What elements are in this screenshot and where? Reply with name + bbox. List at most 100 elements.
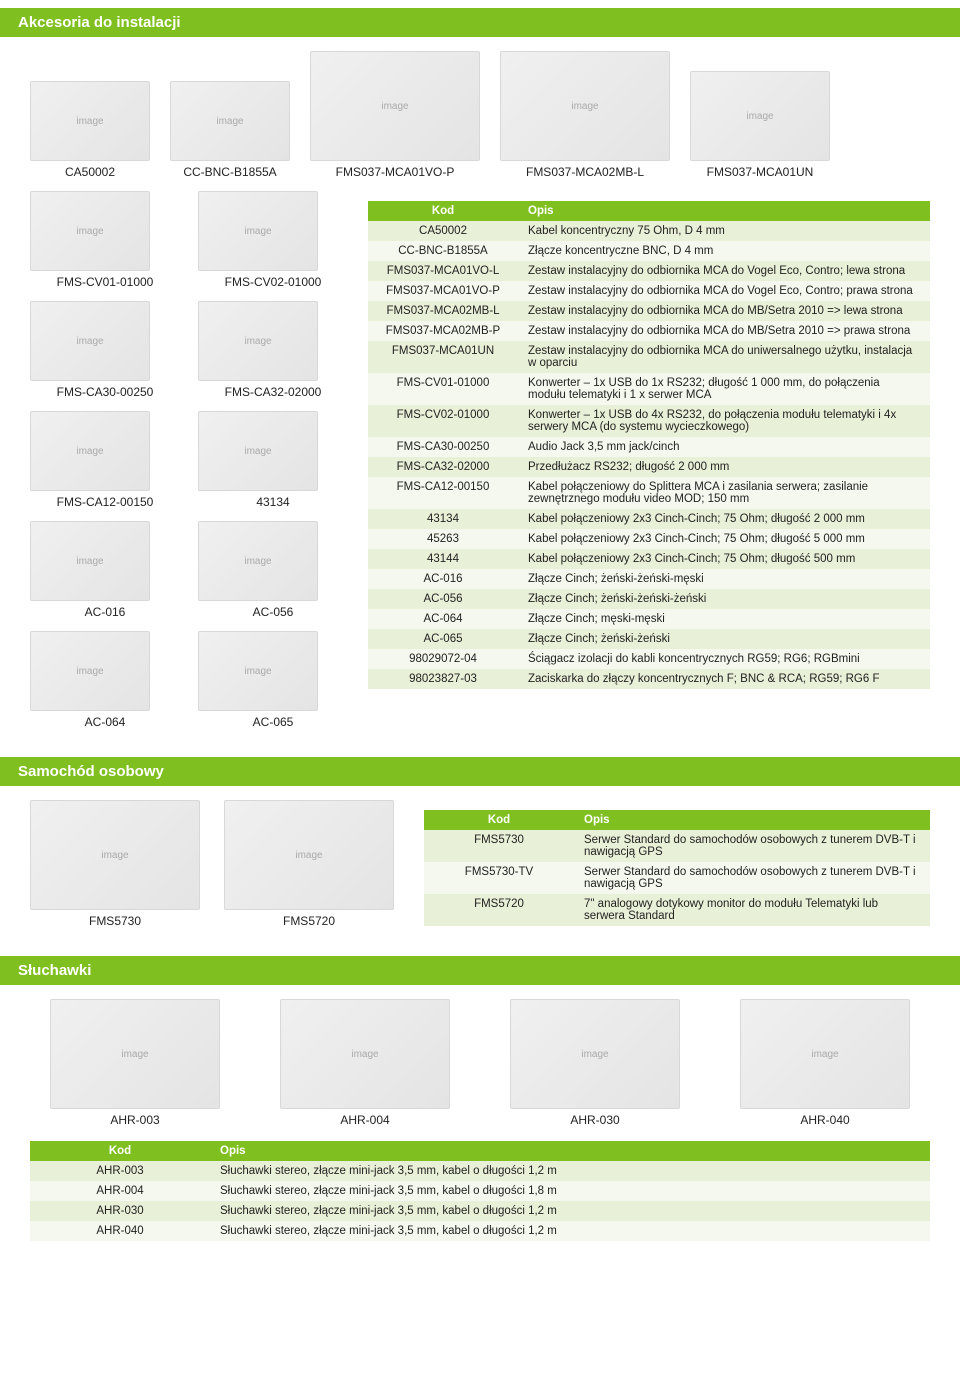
product-cell: image FMS-CA32-02000: [198, 301, 348, 399]
table-cell-code: FMS5720: [424, 894, 574, 926]
section-title-headphones: Słuchawki: [0, 956, 960, 985]
table-cell-desc: Złącze koncentryczne BNC, D 4 mm: [518, 241, 930, 261]
table-cell-desc: Kabel połączeniowy 2x3 Cinch-Cinch; 75 O…: [518, 529, 930, 549]
table-cell-desc: Przedłużacz RS232; długość 2 000 mm: [518, 457, 930, 477]
product-image: image: [30, 521, 150, 601]
product-image: image: [30, 301, 150, 381]
table-cell-desc: Kabel połączeniowy 2x3 Cinch-Cinch; 75 O…: [518, 549, 930, 569]
product-caption: AC-064: [30, 715, 180, 729]
table-row: AHR-003Słuchawki stereo, złącze mini-jac…: [30, 1161, 930, 1181]
table-header-code: Kod: [30, 1141, 210, 1161]
table-row: AC-064Złącze Cinch; męski-męski: [368, 609, 930, 629]
product-caption: AHR-003: [30, 1113, 240, 1127]
section-title-car: Samochód osobowy: [0, 757, 960, 786]
table-cell-desc: Zestaw instalacyjny do odbiornika MCA do…: [518, 261, 930, 281]
table-cell-desc: Zestaw instalacyjny do odbiornika MCA do…: [518, 321, 930, 341]
product-caption: CC-BNC-B1855A: [170, 165, 290, 179]
product-cell: image CC-BNC-B1855A: [170, 81, 290, 179]
table-row: FMS-CV02-01000Konwerter – 1x USB do 4x R…: [368, 405, 930, 437]
section-headphones: image AHR-003 image AHR-004 imageAHR-030imag…: [0, 999, 960, 1261]
product-cell: imageFMS-CA12-00150: [30, 411, 180, 509]
table-row: 43144Kabel połączeniowy 2x3 Cinch-Cinch;…: [368, 549, 930, 569]
product-caption: FMS037-MCA01UN: [690, 165, 830, 179]
product-image: image: [198, 301, 318, 381]
table-row: FMS037-MCA02MB-PZestaw instalacyjny do o…: [368, 321, 930, 341]
product-image: image: [310, 51, 480, 161]
product-cell: imageAHR-030: [490, 999, 700, 1127]
product-caption: FMS5730: [30, 914, 200, 928]
table-cell-desc: Zaciskarka do złączy koncentrycznych F; …: [518, 669, 930, 689]
table-cell-code: 98023827-03: [368, 669, 518, 689]
table-cell-code: FMS037-MCA01VO-P: [368, 281, 518, 301]
product-image: image: [224, 800, 394, 910]
table-cell-desc: Złącze Cinch; żeński-żeński-żeński: [518, 589, 930, 609]
section-accessories: image CA50002 image CC-BNC-B1855A image …: [0, 51, 960, 749]
product-caption: FMS-CV01-01000: [30, 275, 180, 289]
table-row: FMS037-MCA01VO-LZestaw instalacyjny do o…: [368, 261, 930, 281]
table-row: AHR-040Słuchawki stereo, złącze mini-jac…: [30, 1221, 930, 1241]
product-caption: FMS-CV02-01000: [198, 275, 348, 289]
product-image: image: [740, 999, 910, 1109]
table-cell-desc: Kabel połączeniowy 2x3 Cinch-Cinch; 75 O…: [518, 509, 930, 529]
table-cell-code: FMS5730-TV: [424, 862, 574, 894]
table-header-code: Kod: [424, 810, 574, 830]
car-table: Kod Opis FMS5730Serwer Standard do samoc…: [424, 810, 930, 926]
table-cell-code: AHR-004: [30, 1181, 210, 1201]
product-caption: FMS037-MCA02MB-L: [500, 165, 670, 179]
product-image: image: [170, 81, 290, 161]
table-row: FMS037-MCA01UNZestaw instalacyjny do odb…: [368, 341, 930, 373]
table-header-desc: Opis: [518, 201, 930, 221]
table-cell-desc: Kabel połączeniowy do Splittera MCA i za…: [518, 477, 930, 509]
table-cell-desc: Konwerter – 1x USB do 1x RS232; długość …: [518, 373, 930, 405]
table-row: AC-065Złącze Cinch; żeński-żeński: [368, 629, 930, 649]
table-cell-desc: 7" analogowy dotykowy monitor do modułu …: [574, 894, 930, 926]
table-cell-code: FMS-CV01-01000: [368, 373, 518, 405]
product-image: image: [198, 411, 318, 491]
product-cell: imageAC-016: [30, 521, 180, 619]
product-caption: AHR-030: [490, 1113, 700, 1127]
table-cell-code: 45263: [368, 529, 518, 549]
table-row: CA50002Kabel koncentryczny 75 Ohm, D 4 m…: [368, 221, 930, 241]
product-cell: image AHR-040: [720, 999, 930, 1127]
table-row: AHR-004Słuchawki stereo, złącze mini-jac…: [30, 1181, 930, 1201]
product-image: image: [30, 631, 150, 711]
product-caption: AHR-040: [720, 1113, 930, 1127]
headphones-table: Kod Opis AHR-003Słuchawki stereo, złącze…: [30, 1141, 930, 1241]
table-row: FMS5730Serwer Standard do samochodów oso…: [424, 830, 930, 862]
product-image: image: [198, 631, 318, 711]
table-row: CC-BNC-B1855AZłącze koncentryczne BNC, D…: [368, 241, 930, 261]
table-cell-code: FMS037-MCA02MB-P: [368, 321, 518, 341]
table-cell-code: FMS-CA32-02000: [368, 457, 518, 477]
product-cell: image FMS037-MCA01VO-P: [310, 51, 480, 179]
section-car: image FMS5730 image FMS5720 Kod Opis FMS…: [0, 800, 960, 948]
product-image: image: [500, 51, 670, 161]
product-image: image: [198, 191, 318, 271]
product-cell: image43134: [198, 411, 348, 509]
table-cell-code: AC-065: [368, 629, 518, 649]
table-row: FMS037-MCA02MB-LZestaw instalacyjny do o…: [368, 301, 930, 321]
table-cell-code: 43134: [368, 509, 518, 529]
product-cell: image CA50002: [30, 81, 150, 179]
product-cell: image FMS037-MCA01UN: [690, 71, 830, 179]
product-cell: imageFMS-CA30-00250: [30, 301, 180, 399]
table-row: FMS037-MCA01VO-PZestaw instalacyjny do o…: [368, 281, 930, 301]
table-row: AC-016Złącze Cinch; żeński-żeński-męski: [368, 569, 930, 589]
product-caption: CA50002: [30, 165, 150, 179]
table-row: FMS-CA12-00150Kabel połączeniowy do Spli…: [368, 477, 930, 509]
product-cell: imageAC-065: [198, 631, 348, 729]
table-cell-desc: Złącze Cinch; żeński-żeński: [518, 629, 930, 649]
table-header-code: Kod: [368, 201, 518, 221]
product-cell: image FMS5730: [30, 800, 200, 928]
product-cell: imageFMS-CV01-01000: [30, 191, 180, 289]
product-caption: FMS-CA32-02000: [198, 385, 348, 399]
table-cell-code: AC-016: [368, 569, 518, 589]
table-cell-code: AHR-040: [30, 1221, 210, 1241]
table-cell-code: 43144: [368, 549, 518, 569]
table-cell-code: CC-BNC-B1855A: [368, 241, 518, 261]
table-cell-code: FMS5730: [424, 830, 574, 862]
product-image: image: [280, 999, 450, 1109]
product-caption: FMS037-MCA01VO-P: [310, 165, 480, 179]
table-row: AC-056Złącze Cinch; żeński-żeński-żeński: [368, 589, 930, 609]
table-row: 98023827-03Zaciskarka do złączy koncentr…: [368, 669, 930, 689]
table-cell-desc: Konwerter – 1x USB do 4x RS232, do połąc…: [518, 405, 930, 437]
